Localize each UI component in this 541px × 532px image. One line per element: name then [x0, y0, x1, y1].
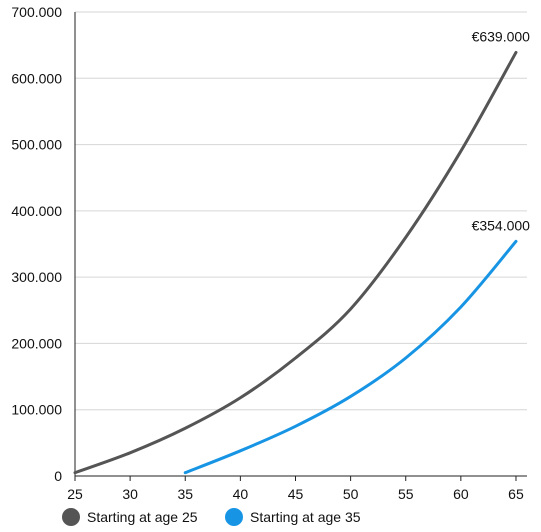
x-tick-label: 40 [233, 486, 249, 502]
data-labels: €639.000 €354.000 [472, 28, 531, 233]
y-tick-label: 400.000 [11, 203, 62, 219]
legend-item-1: Starting at age 25 [62, 508, 198, 526]
x-tick-label: 50 [343, 486, 359, 502]
x-tick-label: 35 [177, 486, 193, 502]
x-tick-label: 60 [453, 486, 469, 502]
x-tick-label: 25 [67, 486, 83, 502]
legend-label-2: Starting at age 35 [250, 509, 361, 525]
gridlines [75, 11, 527, 411]
x-tick-label: 45 [288, 486, 304, 502]
legend-marker-2 [225, 508, 243, 526]
y-tick-label: 500.000 [11, 137, 62, 153]
series-line-1 [73, 50, 518, 475]
axes: 0 100.000 200.000 300.000 400.000 500.000 600.… [11, 4, 527, 502]
legend-label-1: Starting at age 25 [87, 509, 198, 525]
y-tick-label: 100.000 [11, 402, 62, 418]
series-line-2 [183, 239, 518, 475]
series-lines [73, 50, 518, 475]
y-tick-label: 0 [54, 468, 62, 484]
end-value-label-2: €354.000 [472, 217, 531, 233]
x-tick-label: 30 [122, 486, 138, 502]
y-tick-label: 200.000 [11, 335, 62, 351]
legend-marker-1 [62, 508, 80, 526]
legend-item-2: Starting at age 35 [225, 508, 361, 526]
x-tick-label: 55 [398, 486, 414, 502]
x-tick-label: 65 [508, 486, 524, 502]
legend: Starting at age 25 Starting at age 35 [62, 508, 361, 526]
y-tick-label: 700.000 [11, 4, 62, 20]
end-value-label-1: €639.000 [472, 28, 531, 44]
y-tick-label: 300.000 [11, 269, 62, 285]
y-tick-label: 600.000 [11, 70, 62, 86]
